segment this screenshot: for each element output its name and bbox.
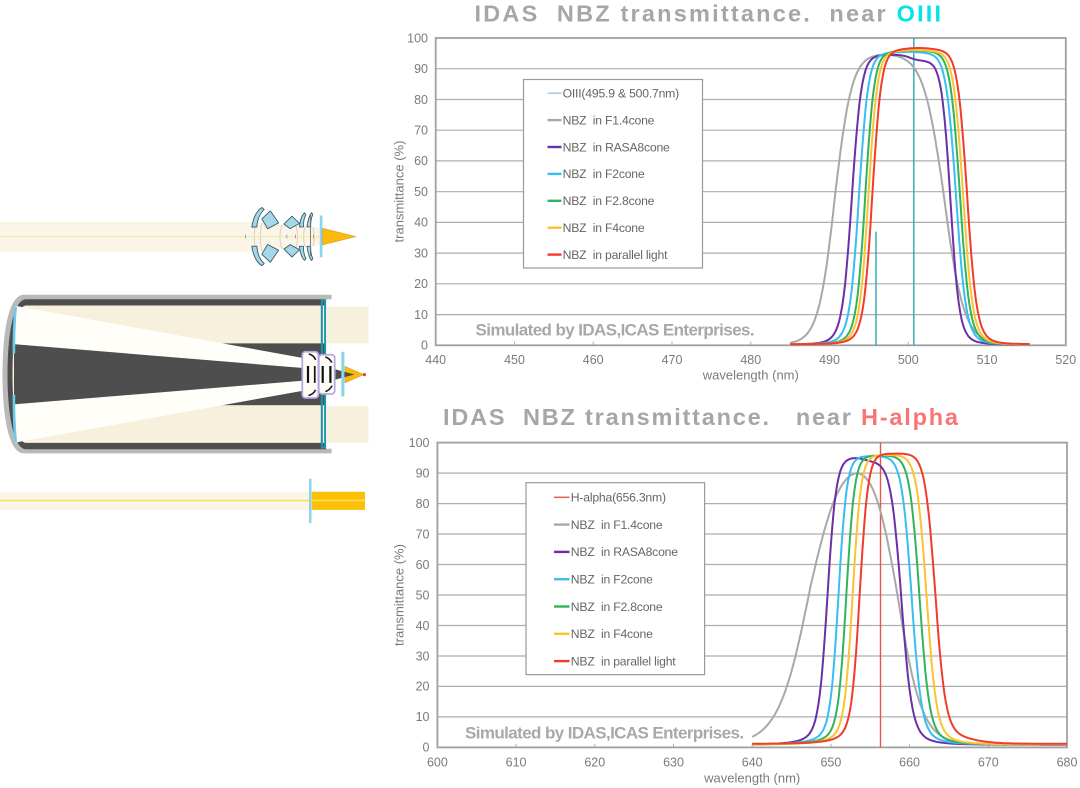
svg-text:80: 80: [414, 93, 428, 107]
svg-text:510: 510: [977, 353, 998, 367]
svg-text:0: 0: [423, 741, 430, 755]
svg-text:20: 20: [414, 277, 428, 291]
svg-text:60: 60: [414, 154, 428, 168]
svg-text:100: 100: [409, 436, 430, 450]
svg-text:660: 660: [899, 756, 920, 770]
svg-text:IDAS NBZ transmittance. nea: IDAS NBZ transmittance. near H-alpha: [443, 404, 960, 430]
svg-text:60: 60: [416, 558, 430, 572]
svg-text:470: 470: [662, 353, 683, 367]
svg-text:IDAS NBZ transmittance. near: IDAS NBZ transmittance. near OIII: [475, 1, 944, 27]
svg-text:NBZ in F2cone: NBZ in F2cone: [571, 573, 653, 587]
svg-text:NBZ in parallel light: NBZ in parallel light: [571, 654, 676, 668]
svg-text:50: 50: [416, 588, 430, 602]
svg-text:NBZ in F1.4cone: NBZ in F1.4cone: [571, 518, 663, 532]
svg-text:600: 600: [427, 756, 448, 770]
svg-text:500: 500: [898, 353, 919, 367]
svg-text:NBZ in RASA8cone: NBZ in RASA8cone: [563, 140, 670, 154]
svg-text:OIII(495.9 & 500.7nm): OIII(495.9 & 500.7nm): [563, 87, 680, 101]
svg-text:480: 480: [740, 353, 761, 367]
svg-text:40: 40: [414, 216, 428, 230]
svg-text:H-alpha(656.3nm): H-alpha(656.3nm): [571, 491, 666, 505]
svg-text:70: 70: [414, 124, 428, 138]
svg-text:40: 40: [416, 619, 430, 633]
svg-text:100: 100: [407, 31, 428, 45]
svg-text:80: 80: [416, 497, 430, 511]
svg-text:70: 70: [416, 527, 430, 541]
svg-text:460: 460: [583, 353, 604, 367]
svg-text:440: 440: [425, 353, 446, 367]
svg-text:10: 10: [414, 308, 428, 322]
svg-text:NBZ in F2.8cone: NBZ in F2.8cone: [571, 600, 663, 614]
svg-text:NBZ in F2.8cone: NBZ in F2.8cone: [563, 194, 655, 208]
svg-text:NBZ in F1.4cone: NBZ in F1.4cone: [563, 113, 655, 127]
svg-text:NBZ in parallel light: NBZ in parallel light: [563, 248, 668, 262]
svg-text:640: 640: [742, 756, 763, 770]
svg-text:490: 490: [819, 353, 840, 367]
svg-text:30: 30: [414, 246, 428, 260]
svg-text:90: 90: [414, 62, 428, 76]
svg-text:wavelength (nm): wavelength (nm): [702, 368, 799, 383]
svg-text:650: 650: [820, 756, 841, 770]
svg-text:520: 520: [1055, 353, 1076, 367]
svg-text:NBZ in F4cone: NBZ in F4cone: [571, 627, 653, 641]
svg-text:50: 50: [414, 185, 428, 199]
svg-text:NBZ in F2cone: NBZ in F2cone: [563, 167, 645, 181]
svg-text:610: 610: [506, 756, 527, 770]
svg-text:90: 90: [416, 466, 430, 480]
svg-text:630: 630: [663, 756, 684, 770]
svg-text:0: 0: [421, 339, 428, 353]
svg-text:670: 670: [978, 756, 999, 770]
svg-text:680: 680: [1057, 756, 1078, 770]
svg-text:transmittance (%): transmittance (%): [392, 544, 407, 646]
svg-text:20: 20: [416, 680, 430, 694]
svg-text:wavelength (nm): wavelength (nm): [703, 771, 800, 786]
svg-text:450: 450: [504, 353, 525, 367]
svg-text:10: 10: [416, 710, 430, 724]
svg-text:Simulated by IDAS,ICAS Enterpr: Simulated by IDAS,ICAS Enterprises.: [465, 724, 743, 743]
svg-text:NBZ in F4cone: NBZ in F4cone: [563, 221, 645, 235]
svg-text:30: 30: [416, 649, 430, 663]
svg-text:NBZ in RASA8cone: NBZ in RASA8cone: [571, 545, 678, 559]
svg-text:transmittance (%): transmittance (%): [392, 141, 407, 243]
svg-text:620: 620: [584, 756, 605, 770]
svg-text:Simulated by IDAS,ICAS Enterpr: Simulated by IDAS,ICAS Enterprises.: [476, 321, 754, 340]
